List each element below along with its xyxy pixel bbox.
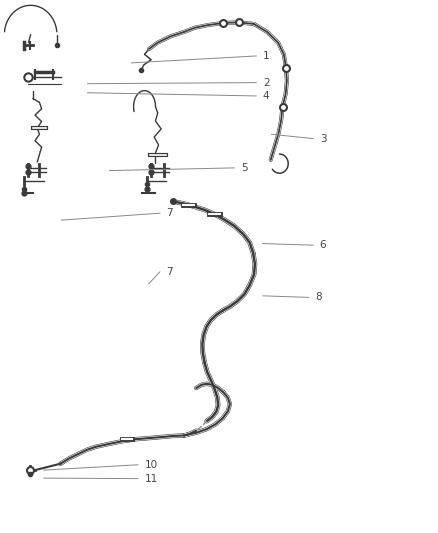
Text: 6: 6 (320, 240, 326, 250)
Text: 8: 8 (315, 293, 322, 302)
Text: 7: 7 (166, 208, 173, 218)
Text: 3: 3 (320, 134, 326, 143)
Text: 11: 11 (145, 474, 158, 483)
Text: 1: 1 (263, 51, 269, 61)
Text: 10: 10 (145, 460, 158, 470)
Text: 2: 2 (263, 78, 269, 87)
Text: 5: 5 (241, 163, 247, 173)
Text: 4: 4 (263, 91, 269, 101)
Text: 7: 7 (166, 267, 173, 277)
